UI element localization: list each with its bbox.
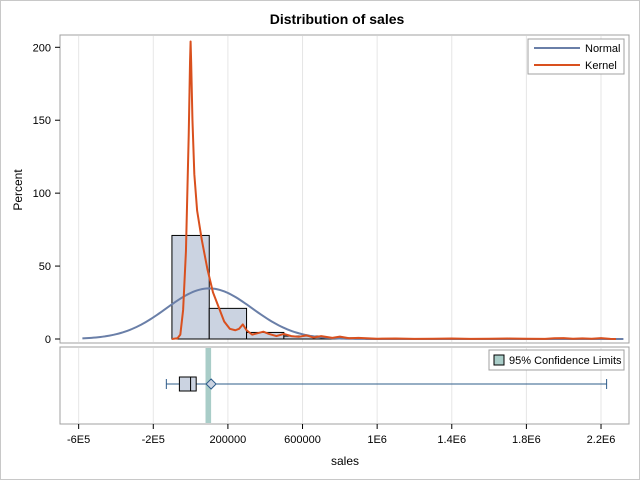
y-tick-label: 200 bbox=[33, 42, 51, 54]
x-tick-label: 1.4E6 bbox=[437, 434, 466, 446]
y-tick-label: 100 bbox=[33, 188, 51, 200]
interquartile-box bbox=[178, 376, 197, 392]
x-tick-label: 2.2E6 bbox=[587, 434, 616, 446]
x-tick-label: -2E5 bbox=[142, 434, 165, 446]
x-tick-label: -6E5 bbox=[67, 434, 90, 446]
legend-confidence-swatch bbox=[493, 354, 505, 366]
confidence-legend-box bbox=[488, 349, 625, 371]
curve-legend-box bbox=[527, 38, 625, 75]
y-axis-ticks: 0 50 100 150 200 bbox=[33, 42, 60, 346]
kernel-density-curve bbox=[171, 40, 616, 340]
histogram-gridlines bbox=[78, 36, 602, 342]
chart-title: Distribution of sales bbox=[270, 11, 405, 27]
confidence-legend: 95% Confidence Limits bbox=[488, 349, 625, 371]
y-tick-label: 0 bbox=[45, 334, 51, 346]
x-tick-label: 600000 bbox=[284, 434, 321, 446]
density-curves bbox=[82, 40, 624, 340]
legend-normal-label: Normal bbox=[585, 43, 620, 55]
boxplot-panel: 95% Confidence Limits bbox=[59, 346, 630, 425]
y-tick-label: 150 bbox=[33, 115, 51, 127]
boxplot bbox=[165, 348, 608, 423]
histogram-frame bbox=[59, 34, 630, 344]
histogram-bar bbox=[208, 307, 248, 340]
x-tick-label: 200000 bbox=[210, 434, 247, 446]
x-tick-label: 1E6 bbox=[367, 434, 387, 446]
histogram-panel: 0 50 100 150 200 Percent Normal Kernel bbox=[11, 34, 630, 346]
y-axis-label: Percent bbox=[11, 169, 25, 211]
histogram-bar bbox=[171, 234, 210, 340]
x-tick-label: 1.8E6 bbox=[512, 434, 541, 446]
legend-confidence-label: 95% Confidence Limits bbox=[509, 355, 622, 367]
legend-kernel-label: Kernel bbox=[585, 60, 617, 72]
x-axis-ticks: -6E5 -2E5 200000 600000 1E6 1.4E6 1.8E6 2.2E6 bbox=[67, 424, 615, 446]
y-tick-label: 50 bbox=[39, 261, 51, 273]
curve-legend: Normal Kernel bbox=[527, 38, 625, 75]
mean-marker bbox=[205, 378, 217, 390]
x-axis-label: sales bbox=[331, 454, 359, 468]
